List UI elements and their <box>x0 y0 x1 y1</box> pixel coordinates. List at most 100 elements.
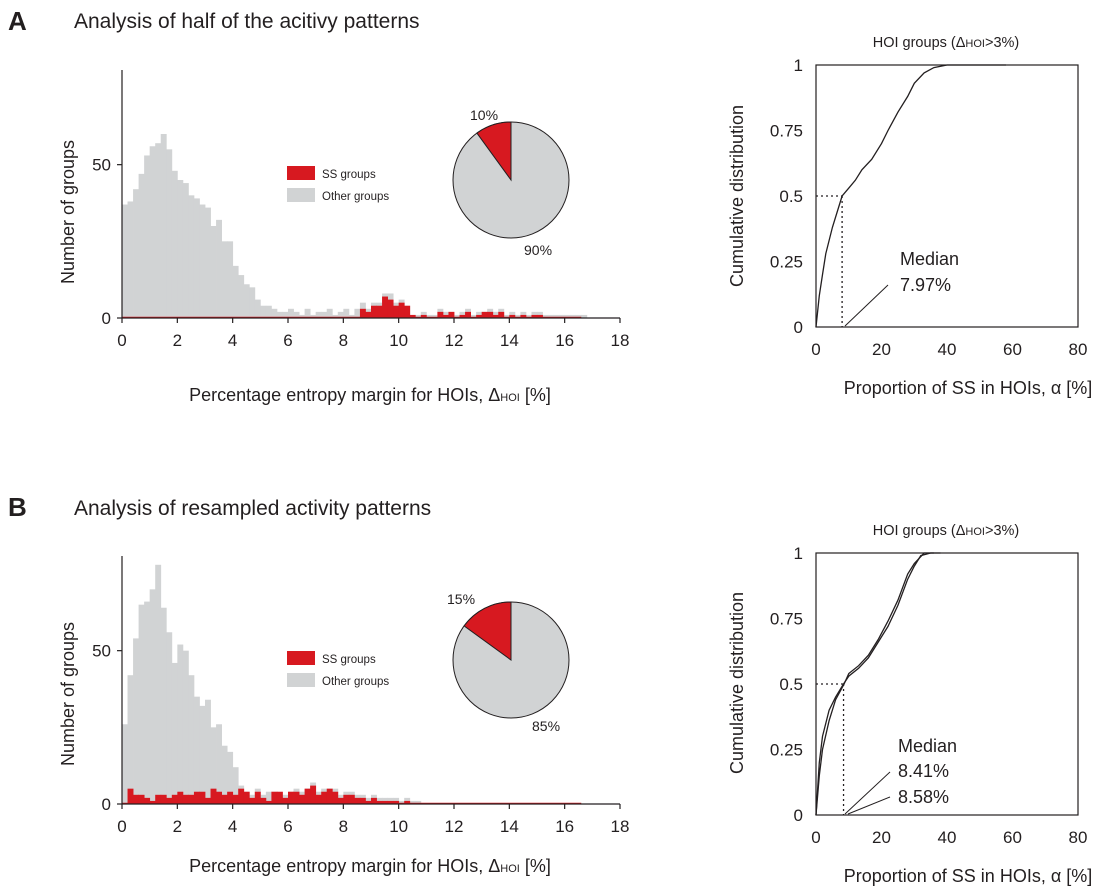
panel-title-a: Analysis of half of the acitivy patterns <box>74 10 420 33</box>
ss-groups-bar <box>487 311 494 318</box>
cdf-title-tail-b: >3%) <box>985 523 1019 539</box>
cdf-x-tick-label: 20 <box>872 340 891 359</box>
ss-groups-bar <box>371 797 377 804</box>
y-axis-label-b: Number of groups <box>58 622 78 766</box>
other-groups-bar <box>160 607 167 804</box>
other-groups-bar <box>232 265 239 318</box>
legend-label-ss-b: SS groups <box>322 654 376 666</box>
legend-label-ss-a: SS groups <box>322 169 376 181</box>
other-groups-bar <box>525 314 532 318</box>
cdf-title-main-a: HOI groups (Δ <box>873 35 966 51</box>
x-tick-label: 10 <box>389 331 408 350</box>
other-groups-bar <box>260 305 267 318</box>
median-value-a-0: 7.97% <box>900 275 951 295</box>
ss-groups-bar <box>293 791 300 804</box>
ss-groups-bar <box>337 797 344 804</box>
ss-groups-bar <box>227 791 234 804</box>
other-groups-bar <box>188 195 195 318</box>
x-tick-label: 2 <box>173 331 182 350</box>
cdf-x-tick-label: 80 <box>1069 828 1088 847</box>
ss-groups-bar <box>315 794 322 804</box>
cdf-x-axis-label-b: Proportion of SS in HOIs, α [%] <box>844 866 1093 886</box>
other-groups-bar <box>282 311 289 318</box>
cdf-y-tick-label: 1 <box>794 544 803 563</box>
cdf-x-tick-label: 80 <box>1069 340 1088 359</box>
pie-slice-ss <box>476 121 512 182</box>
other-groups-bar <box>570 314 577 318</box>
x-tick-label: 4 <box>228 817 237 836</box>
ss-groups-bar <box>326 788 333 804</box>
other-groups-bar <box>243 284 250 318</box>
other-groups-bar <box>138 604 145 804</box>
cdf-y-tick-label: 0.25 <box>770 253 803 272</box>
other-groups-bar <box>227 241 234 318</box>
ss-groups-bar <box>310 785 317 804</box>
other-groups-bar <box>431 314 438 318</box>
ss-groups-bar <box>359 797 366 804</box>
y-tick-label: 0 <box>102 309 111 328</box>
other-groups-bar <box>221 241 228 318</box>
ss-groups-bar <box>359 308 366 318</box>
ss-groups-bar <box>371 305 377 318</box>
ss-groups-bar <box>149 800 156 804</box>
other-groups-bar <box>304 308 311 318</box>
x-tick-label: 14 <box>500 817 519 836</box>
ss-groups-bar <box>509 314 516 318</box>
other-groups-bar <box>581 314 588 318</box>
cdf-lines-a <box>815 64 1006 328</box>
ss-groups-bar <box>448 311 455 318</box>
legend-swatch-other-a <box>287 188 315 202</box>
cdf-x-ticks-b: 0 20 40 60 80 <box>811 828 1087 847</box>
median-pointer-b-1 <box>847 796 891 815</box>
other-groups-bar <box>182 650 189 804</box>
other-groups-bar <box>210 727 217 804</box>
x-axis-label-b: Percentage entropy margin for HOIs, ΔHOI… <box>189 856 551 876</box>
ss-groups-bar <box>365 311 372 318</box>
other-groups-bar <box>166 632 173 804</box>
other-groups-bar <box>398 800 405 804</box>
ss-groups-bar <box>138 794 145 804</box>
x-tick-label: 18 <box>611 331 630 350</box>
ss-groups-bar <box>343 794 350 804</box>
other-groups-bar <box>514 314 521 318</box>
ss-groups-bar <box>420 314 427 318</box>
cdf-title-tail-a: >3%) <box>985 35 1019 51</box>
other-groups-bar <box>149 146 156 318</box>
other-groups-bar <box>564 314 571 318</box>
cdf-y-tick-label: 1 <box>794 56 803 75</box>
histogram-a: 0 2 4 6 8 10 12 14 16 18 0 50 Number of groups Per… <box>58 70 629 405</box>
ss-groups-bar <box>348 794 355 804</box>
legend-swatch-ss-a <box>287 166 315 180</box>
other-groups-bar <box>354 308 361 318</box>
pie-label-other-a: 90% <box>524 242 552 258</box>
other-groups-bar <box>409 800 416 804</box>
x-axis-label-main-b: Percentage entropy margin for HOIs, Δ <box>189 856 500 876</box>
ss-groups-bar <box>365 800 372 804</box>
legend-label-other-b: Other groups <box>322 676 389 688</box>
x-axis-label-a: Percentage entropy margin for HOIs, ΔHOI… <box>189 385 551 405</box>
ss-groups-bar <box>193 791 200 804</box>
other-groups-bar <box>232 767 239 804</box>
cdf-title-b: HOI groups (ΔHOI>3%) <box>873 523 1020 539</box>
x-tick-label: 8 <box>339 331 348 350</box>
cdf-b: HOI groups (ΔHOI>3%) 0 20 40 60 80 00.250.50… <box>727 523 1092 886</box>
x-tick-label: 0 <box>117 817 126 836</box>
other-groups-bar <box>299 314 305 318</box>
panel-letter-b: B <box>8 492 27 522</box>
x-tick-label: 16 <box>555 817 574 836</box>
ss-groups-bar <box>481 311 488 318</box>
cdf-y-ticks-b: 0 0.25 0.5 0.75 1 <box>770 544 803 825</box>
ss-groups-bar <box>127 788 134 804</box>
ss-groups-bar <box>437 311 444 318</box>
cdf-y-tick-label: 0.75 <box>770 122 803 141</box>
pie-label-ss-a: 10% <box>470 107 498 123</box>
other-groups-bar <box>337 311 344 318</box>
other-groups-bar <box>216 219 222 318</box>
panel-title-b: Analysis of resampled activity patterns <box>74 497 431 520</box>
y-axis-label-a: Number of groups <box>58 140 78 284</box>
other-groups-bar <box>348 314 355 318</box>
ss-groups-bar <box>492 314 499 318</box>
x-tick-label: 6 <box>283 817 292 836</box>
other-groups-bar <box>321 311 328 318</box>
x-tick-label: 8 <box>339 817 348 836</box>
